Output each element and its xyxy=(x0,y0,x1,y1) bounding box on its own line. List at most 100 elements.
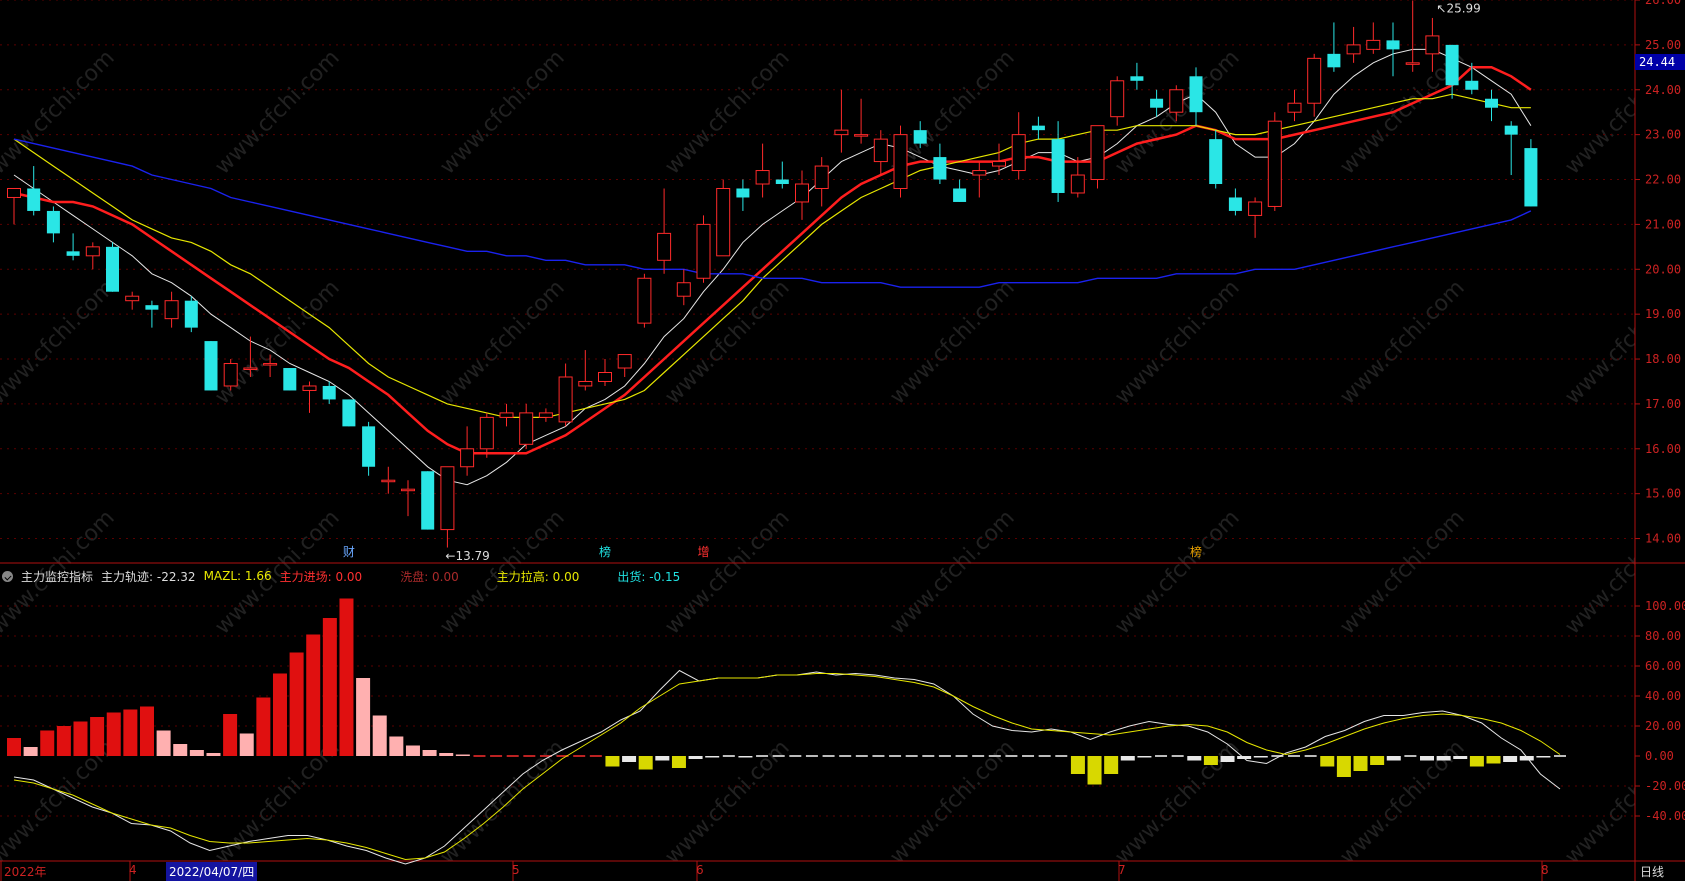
date-label-year: 2022年 xyxy=(4,865,47,879)
candle-body xyxy=(598,372,612,382)
candle-body xyxy=(1130,76,1144,81)
candle-body xyxy=(519,412,534,445)
candle-body xyxy=(933,157,947,180)
indicator-bar xyxy=(1519,756,1534,761)
date-label-may: 5 xyxy=(512,863,520,877)
indicator-bar xyxy=(139,706,154,756)
period-label[interactable]: 日线 xyxy=(1640,865,1665,879)
candle-body xyxy=(617,354,632,369)
candle-body xyxy=(755,170,770,185)
indicator-bar xyxy=(56,726,71,756)
candle-body xyxy=(302,385,317,391)
price-tick-label: 26.00 xyxy=(1645,0,1681,7)
event-marker: 财 xyxy=(343,545,355,559)
event-marker: 榜 xyxy=(1190,544,1202,559)
candle-body xyxy=(1386,40,1400,50)
indicator-bar xyxy=(506,755,519,757)
candle-body xyxy=(1169,89,1184,113)
indicator-bar xyxy=(455,754,470,756)
candle-body xyxy=(913,130,927,144)
indicator-bar xyxy=(1503,756,1518,762)
indicator-bar xyxy=(1453,756,1468,759)
indicator-bar xyxy=(1554,755,1566,757)
indicator-bar xyxy=(938,755,951,757)
indicator-line xyxy=(13,669,1561,865)
indicator-bar xyxy=(671,756,686,768)
candle-body xyxy=(322,385,336,400)
indicator-bar xyxy=(1237,756,1252,759)
indicator-tick-label: 60.00 xyxy=(1645,659,1681,673)
candle-body xyxy=(538,412,553,418)
indicator-tick-label: -20.00 xyxy=(1645,779,1685,793)
candle-body xyxy=(66,251,80,256)
candle-body xyxy=(1445,44,1459,86)
indicator-bar xyxy=(1336,756,1351,777)
indicator-tick-label: -40.00 xyxy=(1645,809,1685,823)
indicator-bar xyxy=(272,673,287,756)
indicator-bar xyxy=(1087,756,1102,785)
indicator-bar xyxy=(1436,756,1451,761)
candle-body xyxy=(1485,98,1498,108)
indicator-bar xyxy=(156,730,171,756)
candle-body xyxy=(283,368,297,391)
indicator-bar xyxy=(223,714,238,756)
indicator-bar xyxy=(622,756,637,762)
candle-body xyxy=(1405,62,1420,65)
indicator-bar xyxy=(339,598,354,756)
indicator-settings-icon[interactable] xyxy=(2,570,13,582)
indicator-bar xyxy=(123,709,138,756)
indicator-bar xyxy=(1220,756,1235,762)
indicator-bar xyxy=(256,697,271,756)
indicator-bar xyxy=(756,755,769,757)
candle-body xyxy=(1327,53,1341,68)
indicator-bar xyxy=(1304,755,1317,757)
indicator-bar xyxy=(1022,755,1035,757)
indicator-line xyxy=(13,673,1561,861)
candle-body xyxy=(1150,98,1164,108)
candle-body xyxy=(440,466,455,531)
indicator-bar xyxy=(1469,756,1484,767)
grid-lines xyxy=(0,0,1635,817)
date-label-apr: 4 xyxy=(129,863,137,877)
indicator-bar xyxy=(872,755,885,757)
candle-body xyxy=(1366,39,1381,50)
candle-body xyxy=(362,426,376,467)
indicator-field-entry: 主力进场: 0.00 xyxy=(279,569,363,584)
event-marker: 榜 xyxy=(599,544,611,559)
indicator-bar xyxy=(1386,756,1401,761)
indicator-bar xyxy=(1070,756,1085,774)
indicator-bar xyxy=(1104,756,1119,774)
indicator-bar xyxy=(1320,756,1335,767)
indicator-lines xyxy=(13,669,1561,865)
indicator-bar xyxy=(422,750,437,756)
indicator-bar xyxy=(805,755,818,757)
indicator-bar xyxy=(1370,756,1385,765)
indicator-bar xyxy=(655,756,670,761)
price-tick-label: 23.00 xyxy=(1645,128,1681,142)
indicator-bar xyxy=(1120,756,1135,761)
indicator-bar xyxy=(1288,755,1301,757)
candle-body xyxy=(1070,174,1085,194)
indicator-bar xyxy=(573,755,586,757)
price-tick-label: 15.00 xyxy=(1645,487,1681,501)
price-tick-label: 22.00 xyxy=(1645,173,1681,187)
candle-body xyxy=(676,282,691,297)
candle-body xyxy=(1090,125,1105,181)
high-label: ↖25.99 xyxy=(1436,1,1480,15)
indicator-bar xyxy=(889,755,902,757)
indicator-bar xyxy=(1038,755,1051,757)
indicator-bar xyxy=(473,755,486,757)
indicator-bar xyxy=(1253,756,1268,758)
candle-body xyxy=(795,183,809,203)
indicator-bar xyxy=(206,753,221,756)
candle-body xyxy=(342,399,356,427)
indicator-tick-label: 20.00 xyxy=(1645,719,1681,733)
indicator-tick-label: 40.00 xyxy=(1645,689,1681,703)
candle-body xyxy=(1248,201,1263,216)
candle-body xyxy=(1524,148,1538,207)
indicator-bar xyxy=(289,652,304,756)
price-tick-label: 20.00 xyxy=(1645,262,1681,276)
indicator-bar xyxy=(705,756,720,758)
indicator-bar xyxy=(789,755,802,757)
